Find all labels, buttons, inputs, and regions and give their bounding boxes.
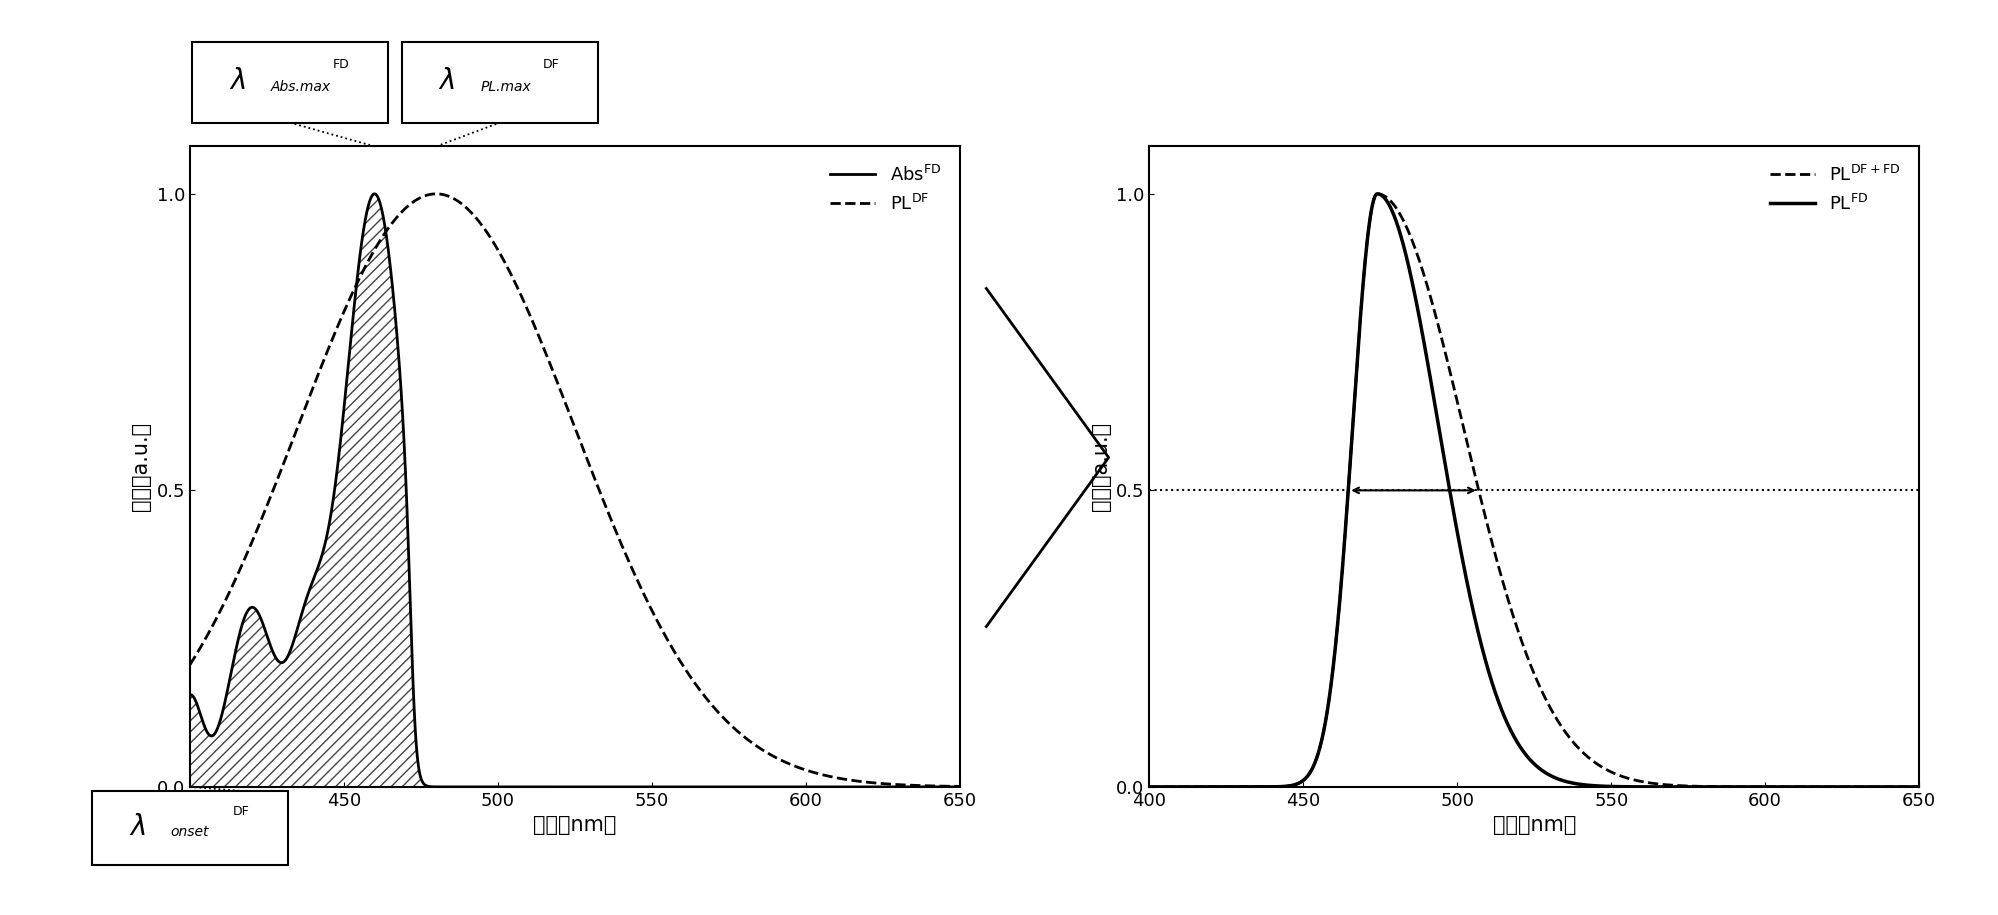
Legend: PL$^{\mathdefault{DF+FD}}$, PL$^{\mathdefault{FD}}$: PL$^{\mathdefault{DF+FD}}$, PL$^{\mathde… <box>1760 156 1908 222</box>
Text: $\lambda$: $\lambda$ <box>228 67 246 95</box>
Text: DF: DF <box>543 59 559 71</box>
Text: onset: onset <box>170 825 208 839</box>
Text: PL.max: PL.max <box>480 81 531 94</box>
Legend: Abs$^{\mathdefault{FD}}$, PL$^{\mathdefault{DF}}$: Abs$^{\mathdefault{FD}}$, PL$^{\mathdefa… <box>821 156 949 222</box>
Y-axis label: 强度（a.u.）: 强度（a.u.） <box>132 422 152 511</box>
Text: Abs.max: Abs.max <box>270 81 330 94</box>
Text: FD: FD <box>334 59 350 71</box>
Text: $\lambda$: $\lambda$ <box>128 813 146 841</box>
X-axis label: 波长（nm）: 波长（nm） <box>533 815 615 835</box>
Text: DF: DF <box>234 805 250 819</box>
Y-axis label: 强度（a.u.）: 强度（a.u.） <box>1091 422 1111 511</box>
X-axis label: 波长（nm）: 波长（nm） <box>1493 815 1574 835</box>
Text: $\lambda$: $\lambda$ <box>438 67 456 95</box>
